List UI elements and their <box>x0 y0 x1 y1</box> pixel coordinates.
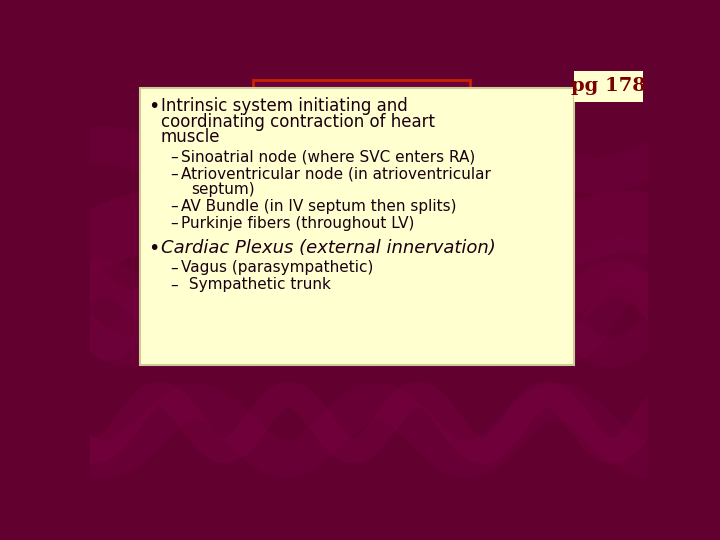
Text: –: – <box>170 199 177 214</box>
Text: •: • <box>148 97 160 116</box>
Text: –: – <box>170 150 177 165</box>
Text: –: – <box>170 166 177 181</box>
Text: Sinoatrial node (where SVC enters RA): Sinoatrial node (where SVC enters RA) <box>181 150 475 165</box>
Text: Atrioventricular node (in atrioventricular: Atrioventricular node (in atrioventricul… <box>181 166 490 181</box>
FancyBboxPatch shape <box>140 88 575 365</box>
Text: –: – <box>170 215 177 231</box>
Text: –: – <box>170 278 177 292</box>
Text: Cardiac: Cardiac <box>284 91 439 125</box>
Text: •: • <box>148 239 160 258</box>
Text: Intrinsic system initiating and: Intrinsic system initiating and <box>161 97 408 115</box>
Text: Purkinje fibers (throughout LV): Purkinje fibers (throughout LV) <box>181 215 414 231</box>
Text: Cardiac Plexus (external innervation): Cardiac Plexus (external innervation) <box>161 239 495 257</box>
Text: pg 178: pg 178 <box>571 77 646 96</box>
Text: AV Bundle (in IV septum then splits): AV Bundle (in IV septum then splits) <box>181 199 456 214</box>
Text: Vagus (parasympathetic): Vagus (parasympathetic) <box>181 260 373 275</box>
Text: coordinating contraction of heart: coordinating contraction of heart <box>161 112 435 131</box>
Text: Conduction: Conduction <box>244 136 478 169</box>
Text: –: – <box>170 260 177 275</box>
Text: Sympathetic trunk: Sympathetic trunk <box>184 278 330 292</box>
Text: septum): septum) <box>192 182 255 197</box>
FancyBboxPatch shape <box>253 80 469 180</box>
Text: muscle: muscle <box>161 128 220 146</box>
FancyBboxPatch shape <box>575 71 642 102</box>
